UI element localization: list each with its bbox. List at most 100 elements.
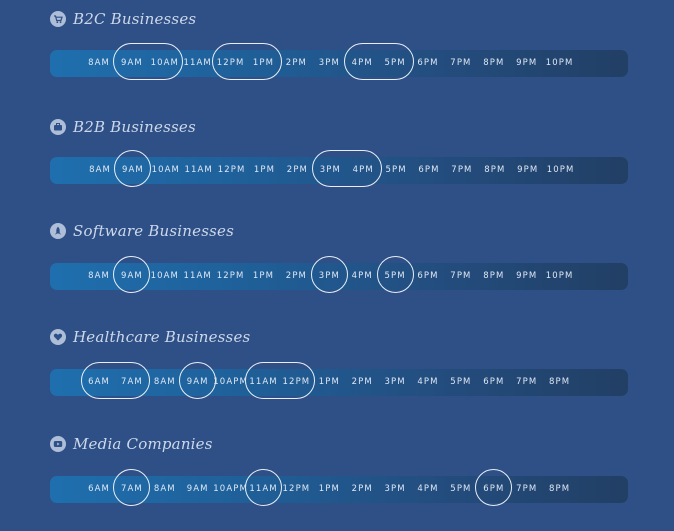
highlight-ring xyxy=(245,469,282,506)
time-label: 6AM xyxy=(88,484,110,494)
highlight-ring xyxy=(310,256,348,293)
time-label: 10AM xyxy=(151,165,180,175)
time-label: 10APM xyxy=(213,377,248,387)
time-label: 9AM xyxy=(121,165,144,175)
time-label: 2PM xyxy=(351,484,373,494)
time-label: 7PM xyxy=(450,271,472,281)
time-label: 10APM xyxy=(213,484,248,494)
time-label: 4PM xyxy=(351,58,373,68)
time-label: 10AM xyxy=(150,271,179,281)
rocket-icon xyxy=(50,223,66,239)
time-bar: 8AM 9AM 10AM 11AM 12PM 1PM 2PM 3PM 4PM 5PM 6PM 7PM 8… xyxy=(50,150,628,187)
time-label: 8AM xyxy=(153,484,176,494)
highlight-ring xyxy=(179,362,217,399)
time-label: 8AM xyxy=(88,58,110,68)
time-bar: 6AM 7AM 8AM 9AM 10APM 11AM 12PM 1PM 2PM 3PM 4PM 5PM… xyxy=(50,362,628,399)
section-title: B2B Businesses xyxy=(73,118,196,136)
highlight-ring xyxy=(113,256,151,293)
time-label: 6AM xyxy=(88,377,110,387)
time-label: 2PM xyxy=(286,165,308,175)
time-label: 7PM xyxy=(450,58,472,68)
time-label: 8AM xyxy=(88,271,110,281)
time-label: 4PM xyxy=(417,377,439,387)
time-label: 3PM xyxy=(318,271,340,281)
highlight-ring xyxy=(212,43,282,80)
time-label: 11AM xyxy=(183,271,212,281)
time-label: 8PM xyxy=(549,484,571,494)
time-label: 10PM xyxy=(545,271,574,281)
time-label: 7AM xyxy=(120,377,143,387)
highlight-ring xyxy=(113,469,151,506)
time-label: 7PM xyxy=(451,165,473,175)
time-label: 4PM xyxy=(351,271,373,281)
time-label: 12PM xyxy=(217,165,246,175)
highlight-ring xyxy=(245,362,315,399)
play-icon xyxy=(50,436,66,452)
time-label: 7AM xyxy=(120,484,143,494)
highlight-ring xyxy=(80,362,151,399)
time-label: 5PM xyxy=(385,165,407,175)
time-label: 2PM xyxy=(285,271,307,281)
time-label: 2PM xyxy=(285,58,307,68)
highlight-ring xyxy=(376,256,414,293)
time-label: 1PM xyxy=(318,484,340,494)
time-label: 12PM xyxy=(282,484,311,494)
time-label: 12PM xyxy=(216,58,245,68)
cart-icon xyxy=(50,11,66,27)
time-label: 9AM xyxy=(120,58,143,68)
time-label: 11AM xyxy=(249,377,278,387)
time-label: 5PM xyxy=(450,484,472,494)
section-header: B2C Businesses xyxy=(50,10,196,28)
section-header: Software Businesses xyxy=(50,222,234,240)
time-label: 10PM xyxy=(546,165,575,175)
section-title: Software Businesses xyxy=(73,222,234,240)
time-label: 8PM xyxy=(483,58,505,68)
time-label: 9PM xyxy=(516,58,538,68)
time-label: 8AM xyxy=(153,377,176,387)
time-label: 12PM xyxy=(282,377,311,387)
time-label: 5PM xyxy=(384,271,406,281)
time-label: 7PM xyxy=(516,484,538,494)
time-label: 1PM xyxy=(318,377,340,387)
time-bar: 6AM 7AM 8AM 9AM 10APM 11AM 12PM 1PM 2PM 3PM 4PM 5PM… xyxy=(50,469,628,506)
section-header: Healthcare Businesses xyxy=(50,328,250,346)
time-label: 10AM xyxy=(150,58,179,68)
time-label: 11AM xyxy=(184,165,213,175)
time-label: 6PM xyxy=(417,271,439,281)
time-label: 12PM xyxy=(216,271,245,281)
highlight-ring xyxy=(113,43,184,80)
time-label: 6PM xyxy=(417,58,439,68)
time-label: 10PM xyxy=(545,58,574,68)
time-label: 1PM xyxy=(252,271,275,281)
time-label: 6PM xyxy=(483,377,505,387)
time-label: 1PM xyxy=(252,58,275,68)
time-label: 3PM xyxy=(384,377,406,387)
highlight-ring xyxy=(343,43,414,80)
highlight-ring xyxy=(475,469,513,506)
time-label: 9PM xyxy=(517,165,539,175)
time-label: 6PM xyxy=(483,484,505,494)
time-label: 8AM xyxy=(89,165,111,175)
time-label: 4PM xyxy=(417,484,439,494)
highlight-ring xyxy=(311,150,382,187)
time-label: 5PM xyxy=(450,377,472,387)
time-label: 8PM xyxy=(549,377,571,387)
time-label: 11AM xyxy=(183,58,212,68)
section-title: Healthcare Businesses xyxy=(73,328,251,346)
time-label: 9PM xyxy=(516,271,538,281)
heart-icon xyxy=(50,329,66,345)
time-label: 9AM xyxy=(120,271,143,281)
time-label: 9AM xyxy=(186,377,209,387)
time-label: 9AM xyxy=(186,484,209,494)
section-title: B2C Businesses xyxy=(73,10,197,28)
time-label: 5PM xyxy=(384,58,406,68)
time-bar: 8AM 9AM 10AM 11AM 12PM 1PM 2PM 3PM 4PM 5PM 6PM 7PM 8… xyxy=(50,43,628,80)
time-bar: 8AM 9AM 10AM 11AM 12PM 1PM 2PM 3PM 4PM 5PM 6PM 7PM 8… xyxy=(50,256,628,293)
time-label: 3PM xyxy=(319,165,341,175)
section-title: Media Companies xyxy=(73,435,213,453)
time-label: 3PM xyxy=(384,484,406,494)
time-label: 1PM xyxy=(253,165,276,175)
section-header: Media Companies xyxy=(50,435,213,453)
time-label: 6PM xyxy=(418,165,440,175)
section-header: B2B Businesses xyxy=(50,118,196,136)
